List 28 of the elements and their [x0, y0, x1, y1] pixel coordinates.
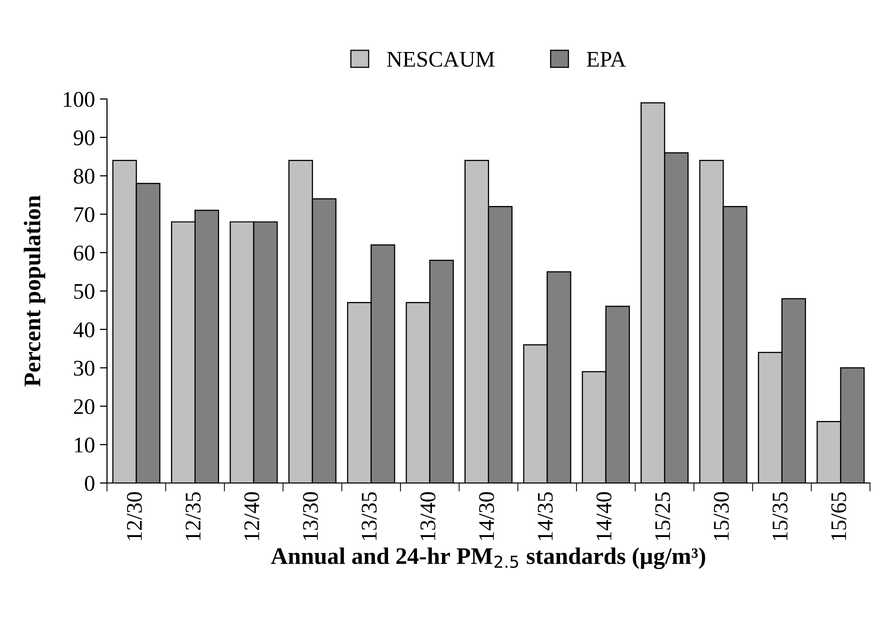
x-tick-label: 12/40: [244, 492, 260, 540]
y-tick-label: 40: [73, 322, 94, 338]
x-tick-label: 15/25: [655, 492, 670, 540]
y-tick-label: 60: [74, 246, 94, 261]
y-tick-label: 10: [74, 438, 94, 453]
x-axis-title: Annual and 24-hr PM$_{2.5}$ standards (µg/m³): [270, 548, 706, 570]
y-tick-label: 20: [74, 399, 94, 414]
x-tick-label: 15/30: [714, 492, 729, 540]
x-tick-label: 15/65: [831, 492, 846, 540]
y-tick-label: 100: [64, 92, 94, 107]
x-tick-label: 13/30: [302, 492, 318, 540]
legend-label: EPA: [586, 52, 626, 67]
y-tick-label: 70: [74, 207, 94, 222]
y-tick-label: 0: [84, 476, 94, 491]
y-axis-title: Percent population: [24, 195, 46, 386]
x-tick-label: 14/30: [479, 492, 494, 540]
x-tick-label: 12/30: [126, 492, 142, 540]
x-tick-label: 13/40: [420, 492, 436, 540]
x-tick-label: 14/35: [538, 492, 553, 540]
y-tick-label: 80: [74, 168, 94, 184]
x-tick-label: 12/35: [186, 492, 201, 540]
x-tick-label: 15/35: [772, 492, 788, 540]
y-tick-label: 50: [74, 284, 94, 299]
y-tick-label: 30: [74, 360, 94, 376]
y-tick-label: 90: [74, 130, 94, 146]
legend-label: NESCAUM: [387, 52, 494, 67]
x-tick-label: 14/40: [596, 492, 612, 540]
x-tick-label: 13/35: [362, 492, 377, 540]
